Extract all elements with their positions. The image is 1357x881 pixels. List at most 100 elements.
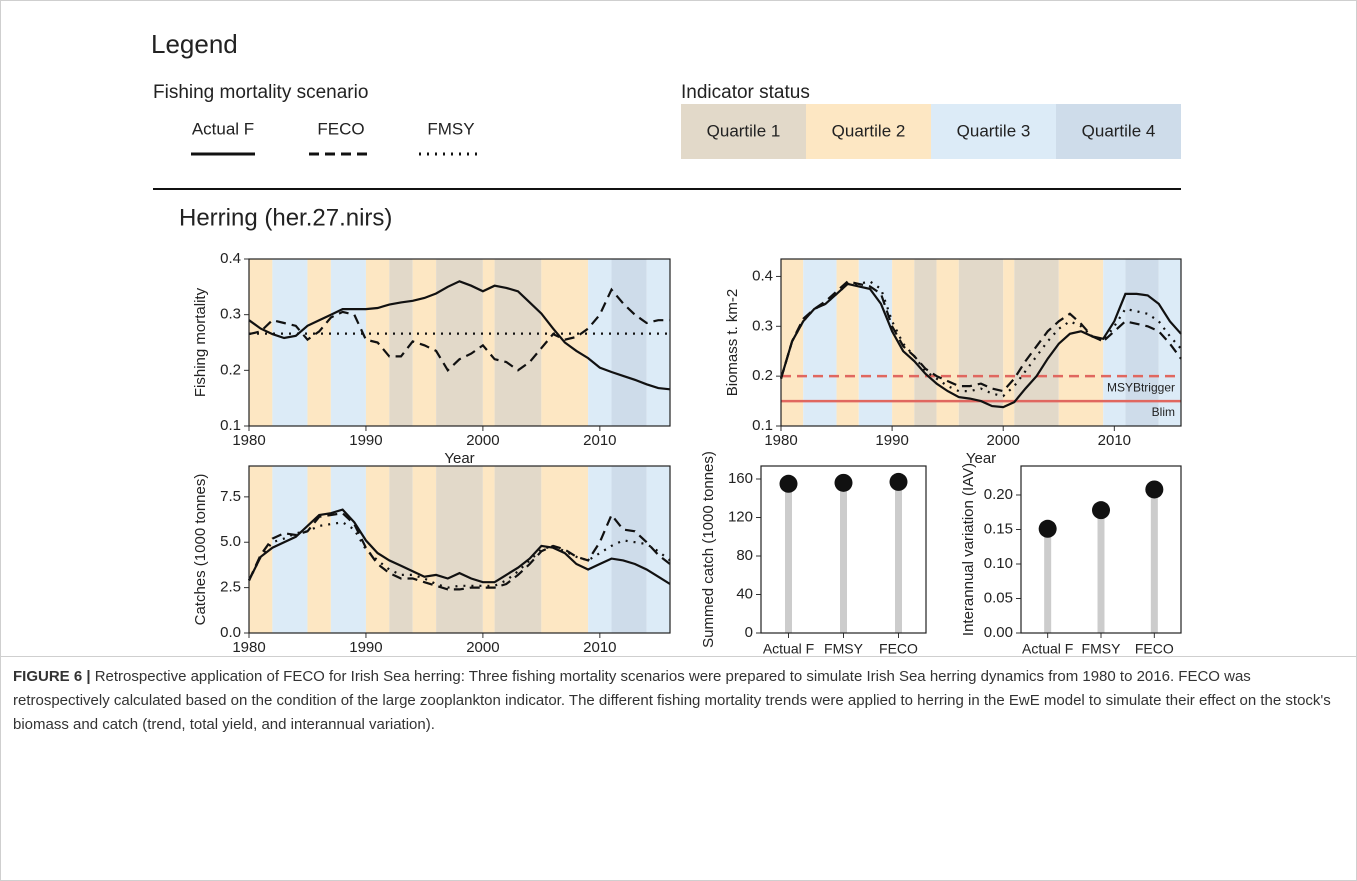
x-tick-label: 2000 <box>987 432 1020 449</box>
series-line <box>779 280 1182 393</box>
series-line <box>248 280 671 391</box>
y-axis-title: Summed catch (1000 tonnes) <box>700 451 717 648</box>
caption-text: Retrospective application of FECO for Ir… <box>13 668 1331 733</box>
x-tick-label: Actual F <box>1022 641 1073 656</box>
status-band <box>588 259 612 426</box>
x-tick-label: 1980 <box>764 432 797 449</box>
caption-divider <box>1 656 1356 657</box>
status-band <box>249 259 273 426</box>
x-tick-label: 2000 <box>466 432 499 449</box>
status-band <box>249 466 273 633</box>
x-tick-label: 2010 <box>583 432 616 449</box>
y-axis-title: Interannual variation (IAV) <box>960 463 977 636</box>
y-tick-label: 0.00 <box>984 624 1013 641</box>
x-tick-label: Actual F <box>763 641 814 656</box>
legend-label: FMSY <box>427 119 474 138</box>
status-band <box>436 259 483 426</box>
status-band <box>914 259 937 426</box>
status-title: Indicator status <box>681 82 810 103</box>
quartile-swatch <box>931 104 1056 159</box>
y-tick-label: 80 <box>736 547 753 564</box>
caption: FIGURE 6 | Retrospective application of … <box>13 665 1343 737</box>
status-band <box>646 466 670 633</box>
y-tick-label: 0.05 <box>984 589 1013 606</box>
dot <box>1038 519 1057 538</box>
legend-label: Actual F <box>192 119 254 138</box>
status-band <box>494 466 542 633</box>
status-band <box>836 259 859 426</box>
plot-border <box>780 258 1182 427</box>
quartile-label: Quartile 1 <box>707 121 781 140</box>
status-band <box>1158 259 1181 426</box>
y-tick-label: 0.3 <box>752 317 773 334</box>
x-tick-label: 1990 <box>349 432 382 449</box>
series-line <box>248 512 671 591</box>
y-tick-label: 0.4 <box>220 250 241 267</box>
status-band <box>803 259 837 426</box>
panel: Actual F FMSY FECO 0.00 0.05 0.10 0.15 0.20 Inte… <box>960 463 1182 656</box>
plot-border <box>248 465 671 634</box>
x-tick-label: FMSY <box>824 641 864 656</box>
panel: Actual F FMSY FECO 0 40 80 120 160 Summed catch … <box>700 451 927 656</box>
legend-title: Legend <box>151 29 238 59</box>
status-band <box>436 466 483 633</box>
plot-border <box>248 258 671 427</box>
x-tick-label: 1990 <box>349 639 382 656</box>
quartile-label: Quartile 4 <box>1082 121 1156 140</box>
x-tick-label: 1980 <box>232 639 265 656</box>
y-tick-label: 0.0 <box>220 624 241 641</box>
y-tick-label: 2.5 <box>220 579 241 596</box>
status-band <box>412 466 437 633</box>
dot <box>1145 480 1164 499</box>
x-tick-label: FMSY <box>1082 641 1122 656</box>
y-tick-label: 0.2 <box>220 361 241 378</box>
y-tick-label: 0.4 <box>752 267 773 284</box>
status-band <box>482 259 495 426</box>
chart: Legend Fishing mortality scenario Indica… <box>151 29 1182 656</box>
status-band <box>1014 259 1059 426</box>
status-band <box>307 259 331 426</box>
y-axis-title: Catches (1000 tonnes) <box>192 474 209 626</box>
y-tick-label: 0.10 <box>984 555 1013 572</box>
quartile-swatch <box>806 104 931 159</box>
series-line <box>779 280 1182 398</box>
status-band <box>1003 259 1015 426</box>
section-title: Herring (her.27.nirs) <box>179 204 392 231</box>
status-band <box>330 259 366 426</box>
scenario-title: Fishing mortality scenario <box>153 82 368 103</box>
y-tick-label: 160 <box>728 470 753 487</box>
status-band <box>892 259 915 426</box>
status-band <box>389 259 413 426</box>
status-band <box>1103 259 1126 426</box>
status-band <box>611 259 647 426</box>
y-tick-label: 7.5 <box>220 488 241 505</box>
status-band <box>307 466 331 633</box>
x-axis-title: Year <box>444 450 474 467</box>
y-tick-label: 5.0 <box>220 533 241 550</box>
plot-border <box>760 465 927 634</box>
status-band <box>412 259 437 426</box>
x-tick-label: 1980 <box>232 432 265 449</box>
status-band <box>482 466 495 633</box>
status-band <box>646 259 670 426</box>
dot <box>779 474 798 493</box>
x-axis-title: Year <box>966 450 996 467</box>
y-tick-label: 0 <box>745 624 753 641</box>
series-line <box>248 287 670 373</box>
panel: MSYBtrigger Blim 1980 1990 2000 2010 Year 0.1 0.… <box>724 258 1182 467</box>
y-tick-label: 0.3 <box>220 306 241 323</box>
quartile-swatch <box>1056 104 1181 159</box>
panel: 1980 1990 2000 2010 Year 0.1 0.2 0.3 0.4 Fishing … <box>192 250 671 467</box>
y-tick-label: 0.20 <box>984 486 1013 503</box>
status-band <box>588 466 612 633</box>
y-axis-title: Fishing mortality <box>192 287 209 397</box>
dot <box>834 473 853 492</box>
status-band <box>1058 259 1104 426</box>
caption-label: FIGURE 6 | <box>13 668 91 685</box>
plot-border <box>1020 465 1182 634</box>
series-line <box>248 508 671 585</box>
status-band <box>611 466 647 633</box>
quartile-label: Quartile 3 <box>957 121 1031 140</box>
status-band <box>365 466 390 633</box>
